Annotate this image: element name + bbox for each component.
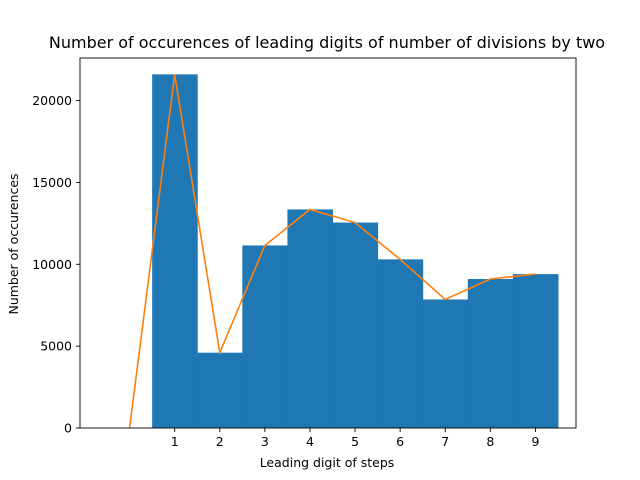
trend-line — [128, 74, 536, 429]
x-tick-label: 6 — [396, 434, 404, 449]
plot-frame — [79, 57, 577, 429]
bar-1 — [152, 74, 198, 429]
x-tick-label: 9 — [531, 434, 539, 449]
x-tick-label: 8 — [486, 434, 494, 449]
bar-2 — [197, 352, 243, 428]
y-tick-label: 0 — [64, 421, 72, 436]
chart-title: Number of occurences of leading digits o… — [49, 33, 605, 52]
x-tick-label: 3 — [261, 434, 269, 449]
y-axis-label: Number of occurences — [6, 173, 21, 314]
x-tick-label: 1 — [171, 434, 179, 449]
bar-9 — [512, 274, 559, 428]
x-tick-label: 2 — [216, 434, 224, 449]
y-tick-label: 5000 — [40, 339, 72, 354]
x-tick-label: 4 — [306, 434, 314, 449]
x-axis-label: Leading digit of steps — [260, 455, 395, 470]
x-tick-label: 7 — [441, 434, 449, 449]
bar-5 — [332, 222, 379, 428]
bar-8 — [467, 279, 514, 428]
y-tick-label: 15000 — [32, 175, 72, 190]
bar-4 — [287, 209, 334, 428]
bar-7 — [422, 299, 469, 428]
y-axis-ticks: 0 5000 10000 15000 20000 — [32, 93, 80, 436]
bar-3 — [242, 245, 288, 428]
x-tick-label: 5 — [351, 434, 359, 449]
x-axis-ticks: 1 2 3 4 5 6 7 8 9 — [171, 428, 539, 449]
bar-6 — [377, 259, 424, 428]
bars-group — [152, 74, 559, 429]
y-tick-label: 20000 — [32, 93, 72, 108]
y-tick-label: 10000 — [32, 257, 72, 272]
